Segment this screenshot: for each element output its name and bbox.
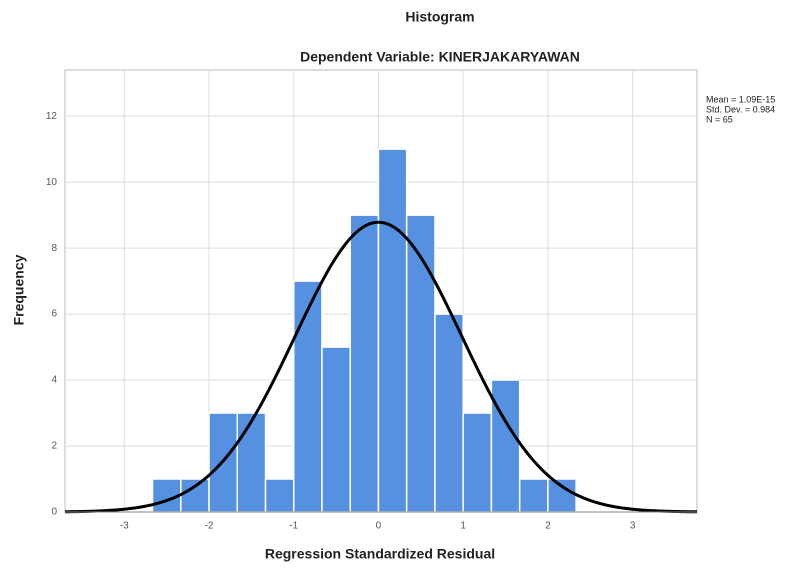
y-tick-label: 0: [51, 507, 57, 518]
y-tick-label: 2: [51, 441, 57, 452]
y-tick-label: 6: [51, 309, 57, 320]
y-tick-label: 12: [46, 111, 58, 122]
y-tick-label: 4: [51, 375, 57, 386]
bar: [434, 313, 464, 513]
stat-label: N = 65: [706, 114, 733, 124]
x-tick-label: -1: [289, 521, 298, 532]
x-tick-label: -2: [205, 521, 214, 532]
bar: [518, 478, 549, 513]
bar: [292, 280, 323, 513]
x-tick-label: 0: [376, 521, 382, 532]
bar: [180, 478, 210, 513]
chart-subtitle: Dependent Variable: KINERJAKARYAWAN: [300, 49, 580, 65]
bar: [264, 478, 295, 513]
bar: [377, 148, 408, 513]
bar: [321, 346, 351, 513]
chart-title: Histogram: [405, 9, 474, 25]
x-tick-label: -3: [120, 521, 129, 532]
bar: [236, 412, 267, 513]
x-axis-label: Regression Standardized Residual: [265, 546, 495, 562]
stat-label: Mean = 1.09E-15: [706, 94, 775, 104]
bar: [490, 379, 521, 513]
bar: [547, 478, 577, 513]
y-axis-label: Frequency: [11, 254, 27, 325]
normal-curve: [64, 220, 698, 514]
bar: [349, 214, 380, 513]
y-tick-label: 8: [51, 243, 57, 254]
x-tick-label: 1: [460, 521, 466, 532]
stat-label: Std. Dev. = 0.984: [706, 104, 775, 114]
y-tick-label: 10: [46, 177, 58, 188]
x-tick-label: 3: [630, 521, 636, 532]
x-tick-label: 2: [545, 521, 551, 532]
bar: [462, 412, 493, 513]
